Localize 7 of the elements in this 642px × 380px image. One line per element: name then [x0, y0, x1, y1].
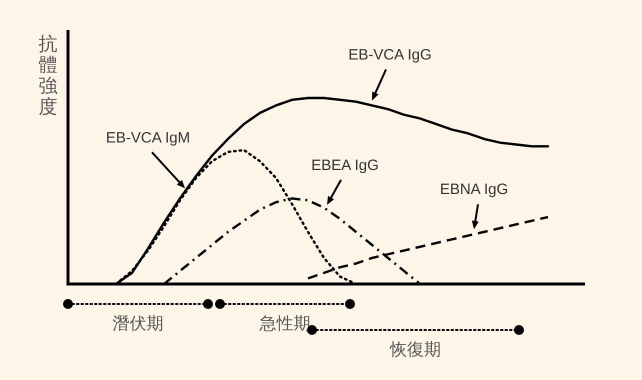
text: 恢復期 — [389, 340, 441, 359]
text: EB-VCA IgG — [348, 46, 432, 64]
series-label: EB-VCA IgM — [106, 129, 190, 146]
text: 潛伏期 — [112, 314, 164, 333]
ylabel: 抗體強度 — [38, 34, 58, 118]
series-label: EBNA IgG — [440, 181, 508, 198]
series-label: EBEA IgG — [311, 156, 379, 174]
